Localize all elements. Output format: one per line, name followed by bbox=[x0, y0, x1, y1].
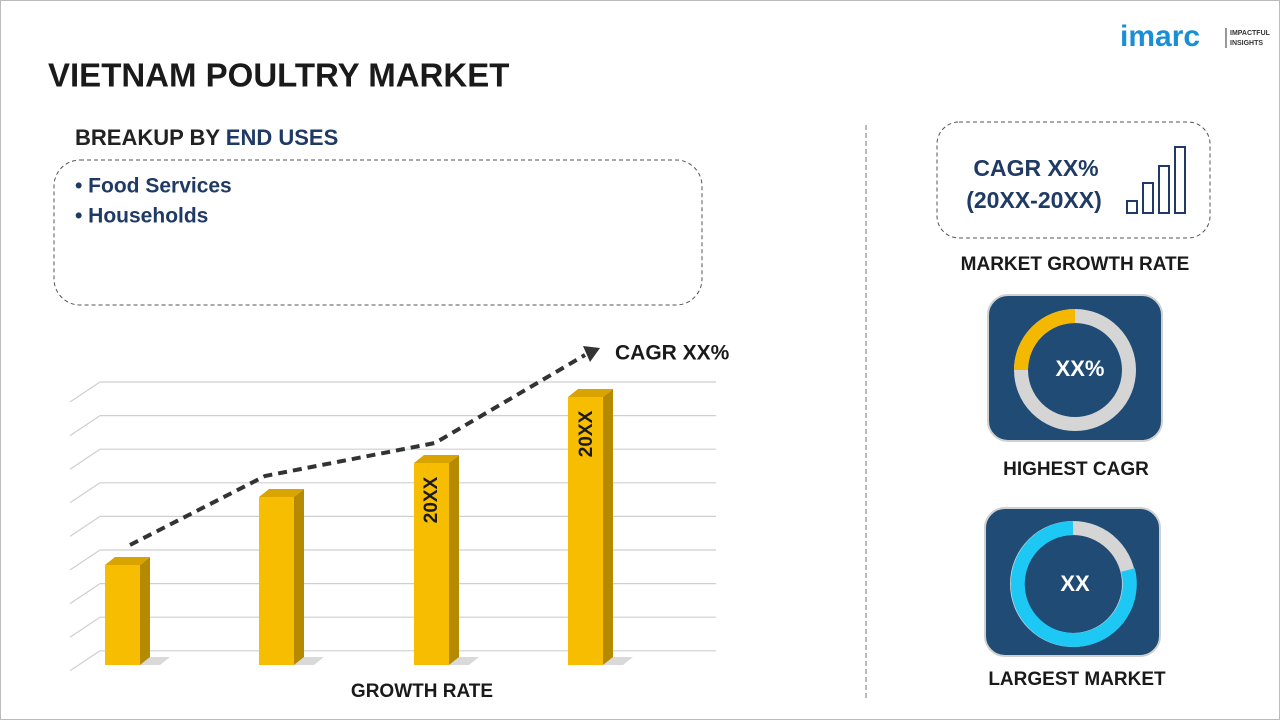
cagr-box bbox=[936, 121, 1211, 239]
floor-line bbox=[69, 650, 101, 672]
floor-line bbox=[69, 415, 101, 437]
icon-bar bbox=[1174, 146, 1186, 214]
bar-top bbox=[259, 489, 304, 497]
bar-label: 20XX bbox=[421, 476, 442, 523]
section-heading: BREAKUP BY END USES bbox=[75, 125, 338, 150]
page-title: VIETNAM POULTRY MARKET bbox=[48, 57, 509, 94]
floor-line bbox=[69, 616, 101, 638]
icon-bar bbox=[1142, 182, 1154, 214]
list-box bbox=[53, 159, 703, 306]
cagr-text: (20XX-20XX) bbox=[966, 187, 1102, 213]
icon-bar bbox=[1126, 200, 1138, 214]
logo-tagline: INSIGHTS bbox=[1230, 40, 1263, 47]
bar-front bbox=[259, 497, 294, 665]
floor-line bbox=[69, 549, 101, 571]
donut-arc bbox=[1014, 309, 1076, 371]
cagr-text: CAGR XX% bbox=[973, 155, 1098, 181]
bar-top bbox=[414, 455, 459, 463]
axis-label: GROWTH RATE bbox=[351, 681, 493, 702]
list-item: • Households bbox=[75, 205, 208, 228]
panel-caption: LARGEST MARKET bbox=[988, 669, 1166, 690]
trend-line bbox=[129, 353, 587, 547]
floor-line bbox=[69, 482, 101, 504]
bar-side bbox=[294, 489, 304, 665]
bar-top bbox=[568, 389, 613, 397]
trend-label: CAGR XX% bbox=[615, 342, 730, 365]
panel-caption: HIGHEST CAGR bbox=[1003, 459, 1149, 480]
bar-side bbox=[449, 455, 459, 665]
bar-front bbox=[414, 463, 449, 665]
bar-front bbox=[568, 397, 603, 665]
bar-side bbox=[140, 557, 150, 665]
icon-bar bbox=[1158, 165, 1170, 214]
list-item: • Food Services bbox=[75, 175, 232, 198]
bar-side bbox=[603, 389, 613, 665]
floor-line bbox=[69, 448, 101, 470]
panel-caption: MARKET GROWTH RATE bbox=[961, 254, 1190, 275]
grid bbox=[69, 381, 716, 672]
bar-label: 20XX bbox=[576, 410, 597, 457]
bar-top bbox=[105, 557, 150, 565]
floor-line bbox=[69, 583, 101, 605]
floor-line bbox=[69, 381, 101, 403]
donut-arc bbox=[1010, 521, 1137, 647]
trend-arrow bbox=[583, 346, 600, 362]
logo-tagline: IMPACTFUL bbox=[1230, 30, 1271, 37]
bars bbox=[105, 389, 633, 665]
floor-line bbox=[69, 515, 101, 537]
growth-icon bbox=[1126, 146, 1186, 214]
donut-value: XX bbox=[1060, 571, 1090, 596]
heading-highlight: END USES bbox=[226, 125, 338, 150]
donut-value: XX% bbox=[1056, 356, 1105, 381]
logo-name: imarc bbox=[1120, 20, 1200, 53]
heading-prefix: BREAKUP BY bbox=[75, 125, 220, 150]
bar-front bbox=[105, 565, 140, 665]
